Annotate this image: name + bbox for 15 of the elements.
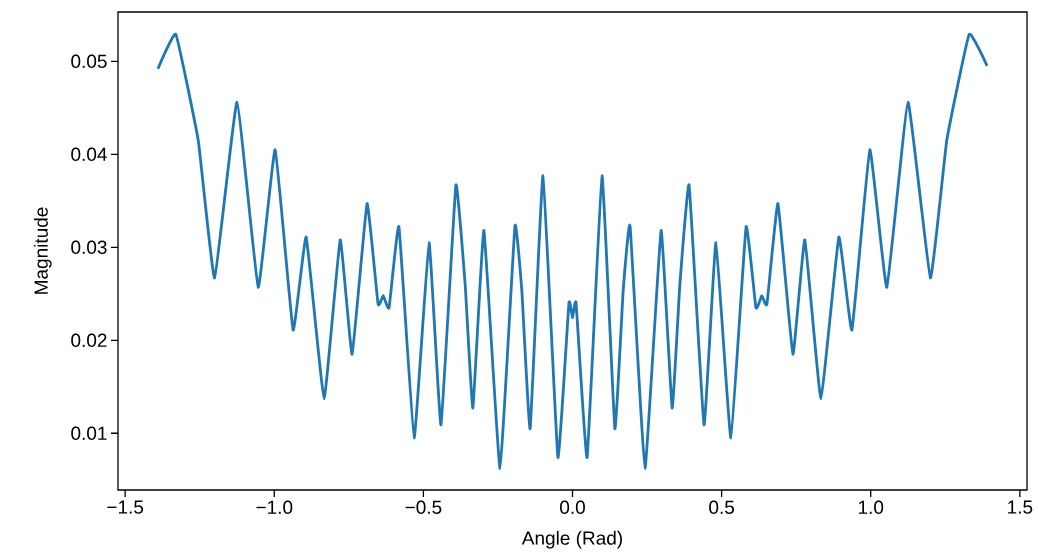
- y-tick-label: 0.02: [71, 333, 107, 348]
- x-tick-label: 0.0: [560, 500, 585, 514]
- y-tick-label: 0.03: [71, 240, 107, 255]
- x-tick-label: 1.5: [1008, 500, 1033, 514]
- x-tick-label: −1.0: [256, 500, 293, 514]
- x-tick-label: −1.5: [107, 500, 144, 514]
- x-tick-label: 0.5: [709, 500, 735, 514]
- y-tick-label: 0.04: [71, 147, 107, 162]
- x-tick-label: 1.0: [858, 500, 884, 514]
- y-axis-title: Magnitude: [33, 207, 52, 294]
- x-axis-title: Angle (Rad): [521, 530, 622, 549]
- y-tick-label: 0.05: [71, 54, 107, 69]
- x-tick-label: −0.5: [405, 500, 442, 514]
- y-tick-label: 0.01: [71, 426, 107, 440]
- line-series: [156, 32, 989, 471]
